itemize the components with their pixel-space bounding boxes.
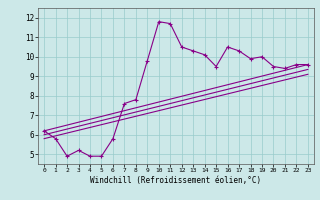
X-axis label: Windchill (Refroidissement éolien,°C): Windchill (Refroidissement éolien,°C) [91, 176, 261, 185]
